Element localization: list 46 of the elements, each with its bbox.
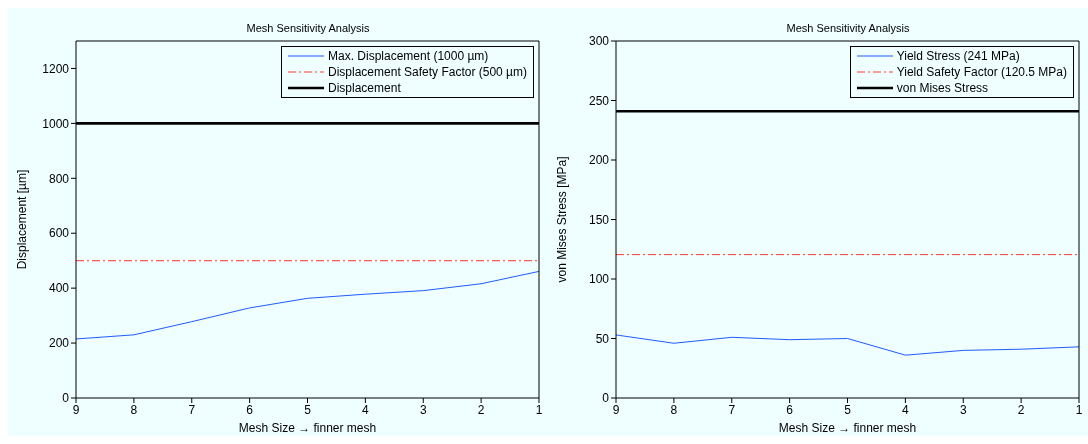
- y-tick-label: 0: [62, 391, 70, 406]
- x-tick-label: 9: [72, 402, 80, 417]
- y-tick-label: 800: [48, 171, 70, 186]
- y-axis-title: Displacement [µm]: [15, 169, 30, 270]
- x-tick-label: 1: [1075, 402, 1083, 417]
- x-tick-label: 5: [844, 402, 852, 417]
- y-tick-label: 150: [588, 212, 610, 227]
- y-tick-label: 300: [588, 34, 610, 49]
- y-tick-label: 1200: [42, 61, 70, 76]
- x-tick-label: 4: [362, 402, 370, 417]
- x-tick-label: 6: [246, 402, 254, 417]
- x-tick-label: 8: [670, 402, 678, 417]
- y-tick-label: 50: [595, 331, 610, 346]
- x-tick-label: 3: [419, 402, 427, 417]
- legend-label: von Mises Stress: [896, 81, 989, 95]
- legend-label: Max. Displacement (1000 µm): [328, 49, 489, 63]
- y-tick-label: 100: [588, 272, 610, 287]
- y-tick-label: 600: [48, 226, 70, 241]
- x-tick-label: 7: [188, 402, 196, 417]
- x-tick-label: 8: [130, 402, 138, 417]
- x-tick-label: 4: [902, 402, 910, 417]
- x-axis-title: Mesh Size → finner mesh: [778, 421, 917, 435]
- line-series: [76, 270, 539, 340]
- y-tick-label: 200: [48, 336, 70, 351]
- y-tick-label: 1000: [42, 116, 70, 131]
- x-tick-label: 5: [304, 402, 312, 417]
- legend-label: Yield Safety Factor (120.5 MPa): [896, 65, 1067, 79]
- y-tick-label: 200: [588, 153, 610, 168]
- y-tick-label: 250: [588, 93, 610, 108]
- chart-title: Mesh Sensitivity Analysis: [245, 22, 371, 34]
- y-tick-label: 0: [602, 391, 610, 406]
- x-tick-label: 3: [959, 402, 967, 417]
- y-axis-title: von Mises Stress [MPa]: [555, 156, 570, 283]
- x-tick-label: 6: [786, 402, 794, 417]
- legend-label: Displacement Safety Factor (500 µm): [328, 65, 527, 79]
- x-axis-title: Mesh Size → finner mesh: [238, 421, 377, 435]
- chart-title: Mesh Sensitivity Analysis: [785, 22, 911, 34]
- x-tick-label: 2: [1017, 402, 1025, 417]
- legend-label: Displacement: [328, 81, 401, 95]
- line-series: [616, 334, 1079, 356]
- x-tick-label: 9: [612, 402, 620, 417]
- x-tick-label: 1: [535, 402, 543, 417]
- legend-label: Yield Stress (241 MPa): [896, 49, 1020, 63]
- x-tick-label: 2: [477, 402, 485, 417]
- x-tick-label: 7: [728, 402, 736, 417]
- y-tick-label: 400: [48, 281, 70, 296]
